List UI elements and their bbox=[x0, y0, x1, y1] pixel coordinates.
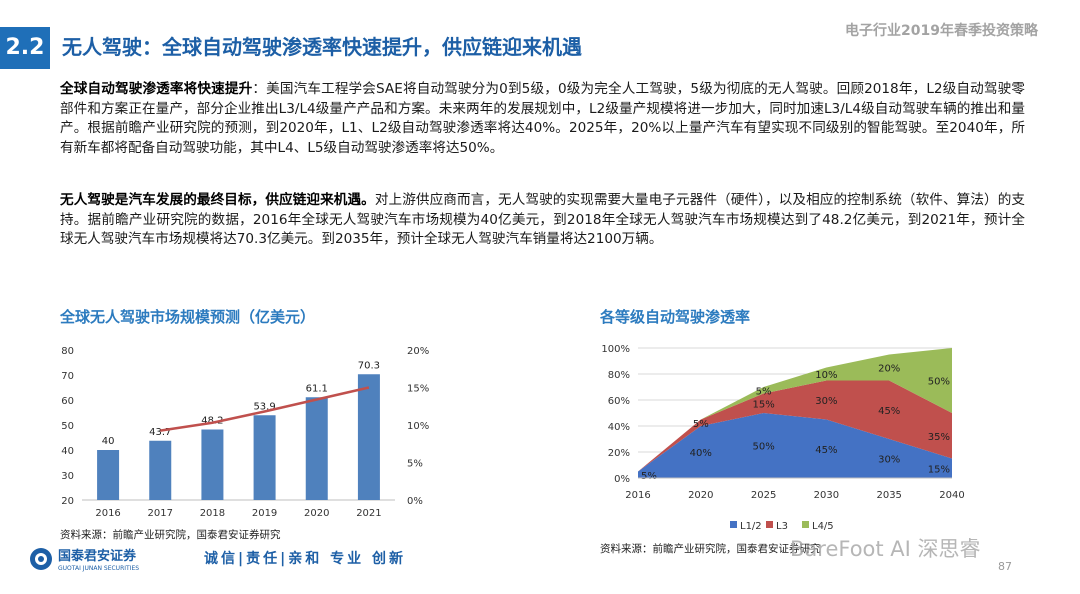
area-l1-2 bbox=[638, 413, 952, 478]
x-tick-label: 2030 bbox=[814, 490, 839, 501]
x-tick-label: 2025 bbox=[751, 490, 776, 501]
area-data-label: 50% bbox=[928, 377, 950, 388]
left-tick-label: 40 bbox=[61, 446, 74, 457]
market-size-chart-title: 全球无人驾驶市场规模预测（亿美元） bbox=[60, 308, 316, 326]
left-tick-label: 70 bbox=[61, 371, 74, 382]
bar bbox=[201, 429, 224, 500]
left-tick-label: 20 bbox=[61, 496, 74, 507]
paragraph-supply-chain: 无人驾驶是汽车发展的最终目标，供应链迎来机遇。对上游供应商而言，无人驾驶的实现需… bbox=[60, 191, 1025, 250]
legend-swatch bbox=[766, 521, 773, 528]
y-tick-label: 40% bbox=[608, 422, 630, 433]
legend-swatch bbox=[730, 521, 737, 528]
bar-data-label: 53.9 bbox=[253, 401, 275, 412]
area-data-label: 30% bbox=[878, 455, 900, 466]
left-tick-label: 50 bbox=[61, 421, 74, 432]
bar bbox=[97, 450, 120, 500]
x-tick-label: 2040 bbox=[939, 490, 964, 501]
penetration-source: 资料来源：前瞻产业研究院，国泰君安证券研究 bbox=[600, 543, 821, 555]
bar-data-label: 70.3 bbox=[358, 360, 380, 371]
bar bbox=[305, 397, 328, 500]
area-data-label: 15% bbox=[752, 399, 774, 410]
penetration-chart: 0% 20% 40% 60% 80% 100% 5% 40% 50% 45% 30% 15% 5% 15%… bbox=[601, 344, 964, 532]
bar-data-label: 61.1 bbox=[306, 383, 328, 394]
bar-data-label: 43.7 bbox=[149, 427, 171, 438]
x-tick-label: 2016 bbox=[95, 508, 120, 519]
penetration-chart-title: 各等级自动驾驶渗透率 bbox=[600, 308, 751, 326]
bar bbox=[253, 415, 276, 500]
area-data-label: 45% bbox=[878, 406, 900, 417]
right-tick-label: 5% bbox=[407, 459, 423, 470]
area-data-label: 5% bbox=[693, 419, 709, 430]
left-tick-label: 80 bbox=[61, 346, 74, 357]
legend-label: L3 bbox=[776, 521, 788, 532]
logo-cn: 国泰君安证券 bbox=[58, 548, 137, 564]
right-tick-label: 0% bbox=[407, 496, 423, 507]
paragraph-body: 对上游供应商而言，无人驾驶的实现需要大量电子元器件（硬件），以及相应的控制系统（… bbox=[60, 192, 1025, 247]
market-size-chart: 20 30 40 50 60 70 80 0% 5% 10% 15% 20% 40 43.7 48.2 53.… bbox=[61, 346, 429, 519]
right-tick-label: 15% bbox=[407, 384, 429, 395]
y-tick-label: 20% bbox=[608, 448, 630, 459]
area-data-label: 35% bbox=[928, 432, 950, 443]
x-tick-label: 2020 bbox=[304, 508, 329, 519]
bar bbox=[357, 374, 380, 500]
area-l4-5 bbox=[638, 348, 952, 472]
right-tick-label: 10% bbox=[407, 421, 429, 432]
paragraph-lead: 无人驾驶是汽车发展的最终目标，供应链迎来机遇。 bbox=[60, 192, 375, 208]
paragraph-lead: 全球自动驾驶渗透率将快速提升 bbox=[60, 81, 253, 97]
left-tick-label: 60 bbox=[61, 396, 74, 407]
area-data-label: 20% bbox=[878, 364, 900, 375]
page-title: 无人驾驶：全球自动驾驶渗透率快速提升，供应链迎来机遇 bbox=[62, 35, 582, 59]
paragraph-body: ：美国汽车工程学会SAE将自动驾驶分为0到5级，0级为完全人工驾驶，5级为彻底的… bbox=[60, 81, 1025, 156]
area-data-label: 15% bbox=[928, 464, 950, 475]
guotai-junan-logo: 国泰君安证券 GUOTAI JUNAN SECURITIES bbox=[30, 548, 139, 572]
y-tick-label: 60% bbox=[608, 396, 630, 407]
area-data-label: 40% bbox=[690, 448, 712, 459]
bar-data-label: 40 bbox=[102, 436, 115, 447]
x-tick-label: 2020 bbox=[688, 490, 713, 501]
paragraph-penetration: 全球自动驾驶渗透率将快速提升：美国汽车工程学会SAE将自动驾驶分为0到5级，0级… bbox=[60, 80, 1025, 158]
y-tick-label: 0% bbox=[614, 474, 630, 485]
bar bbox=[149, 440, 172, 500]
area-data-label: 5% bbox=[756, 386, 772, 397]
y-tick-label: 80% bbox=[608, 370, 630, 381]
bar-data-label: 48.2 bbox=[201, 416, 223, 427]
area-data-label: 5% bbox=[641, 471, 657, 482]
area-data-label: 45% bbox=[815, 445, 837, 456]
x-tick-label: 2016 bbox=[625, 490, 650, 501]
logo-en: GUOTAI JUNAN SECURITIES bbox=[58, 565, 139, 572]
left-tick-label: 30 bbox=[61, 471, 74, 482]
legend-swatch bbox=[802, 521, 809, 528]
x-tick-label: 2018 bbox=[200, 508, 225, 519]
right-tick-label: 20% bbox=[407, 346, 429, 357]
watermark: BareFoot AI 深思睿 bbox=[790, 537, 981, 561]
growth-line bbox=[160, 386, 370, 432]
footer-slogan: 诚信|责任|亲和 专业 创新 bbox=[204, 551, 406, 567]
x-tick-label: 2035 bbox=[876, 490, 901, 501]
legend-label: L4/5 bbox=[812, 521, 834, 532]
market-size-source: 资料来源：前瞻产业研究院，国泰君安证券研究 bbox=[60, 529, 281, 541]
x-tick-label: 2019 bbox=[252, 508, 277, 519]
section-number: 2.2 bbox=[0, 27, 50, 69]
top-bar bbox=[0, 0, 1080, 26]
page-number: 87 bbox=[998, 560, 1012, 573]
x-tick-label: 2017 bbox=[148, 508, 173, 519]
area-l3 bbox=[638, 380, 952, 472]
x-tick-label: 2021 bbox=[356, 508, 381, 519]
area-data-label: 10% bbox=[815, 370, 837, 381]
report-name: 电子行业2019年春季投资策略 bbox=[845, 23, 1038, 39]
area-data-label: 50% bbox=[752, 442, 774, 453]
legend-label: L1/2 bbox=[740, 521, 762, 532]
y-tick-label: 100% bbox=[601, 344, 630, 355]
area-data-label: 30% bbox=[815, 396, 837, 407]
